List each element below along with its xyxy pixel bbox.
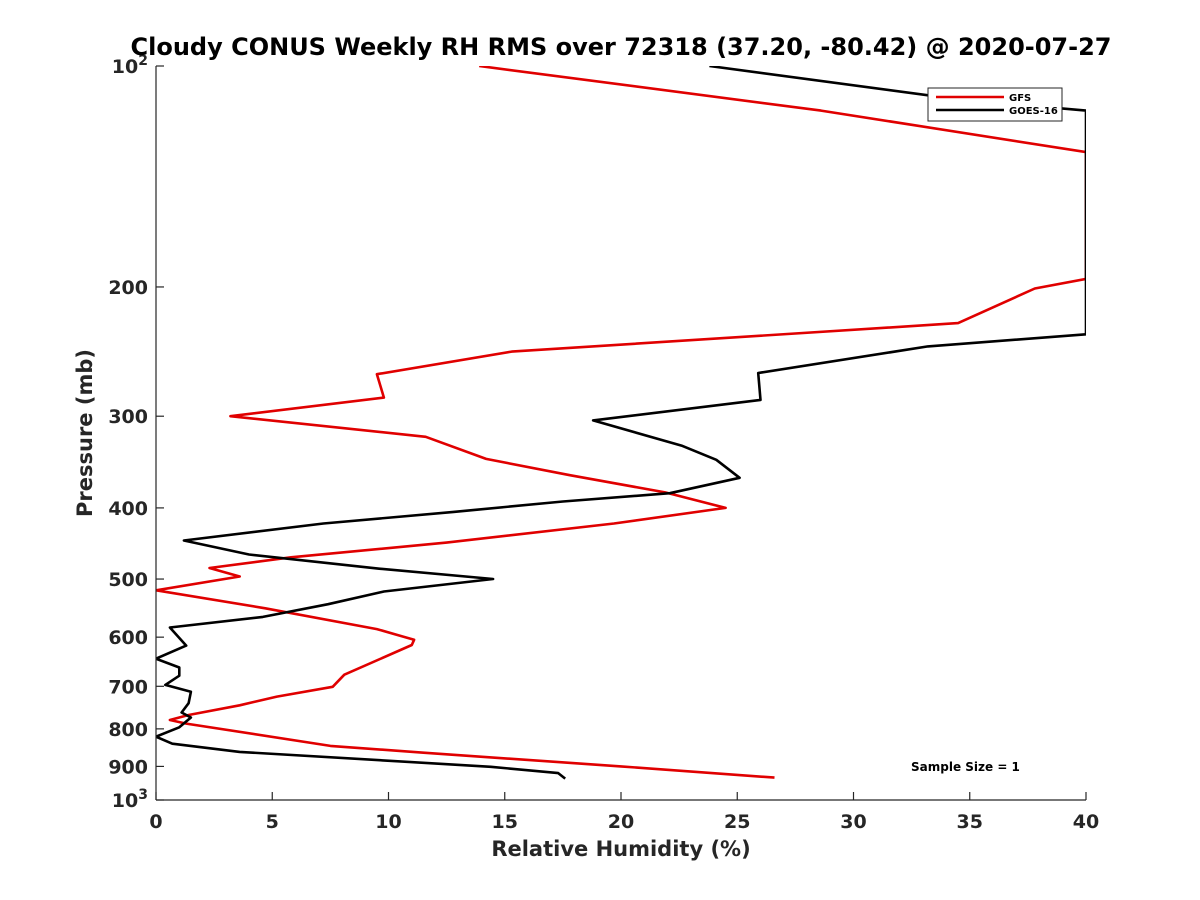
series-line-goes-16	[156, 66, 1086, 780]
x-tick-label: 35	[957, 811, 983, 833]
y-tick-label: 800	[108, 719, 148, 741]
y-tick-label: 102	[112, 53, 148, 78]
x-tick-label: 0	[149, 811, 162, 833]
legend-goes16-label: GOES-16	[1009, 106, 1058, 117]
legend: GFS GOES-16	[927, 87, 1063, 122]
y-ticks: 102 200 300 400 500 600 700 800 900 103	[108, 53, 164, 812]
y-tick-label: 300	[108, 406, 148, 428]
legend-box	[927, 87, 1063, 122]
x-ticks: 0 5 10 15 20 25 30 35 40	[149, 792, 1099, 833]
x-tick-label: 25	[724, 811, 750, 833]
y-tick-label: 700	[108, 676, 148, 698]
x-tick-label: 10	[375, 811, 401, 833]
series-layer	[156, 66, 1086, 780]
y-tick-label: 600	[108, 627, 148, 649]
y-tick-label: 400	[108, 498, 148, 520]
y-tick-label: 200	[108, 277, 148, 299]
x-tick-label: 20	[608, 811, 634, 833]
chart-title: Cloudy CONUS Weekly RH RMS over 72318 (3…	[131, 33, 1112, 61]
y-tick-label: 500	[108, 569, 148, 591]
x-tick-label: 30	[840, 811, 866, 833]
x-tick-label: 5	[266, 811, 279, 833]
y-axis-label: Pressure (mb)	[73, 349, 97, 517]
legend-gfs-label: GFS	[1009, 93, 1031, 104]
y-tick-label: 103	[112, 787, 148, 812]
x-axis-label: Relative Humidity (%)	[491, 837, 750, 861]
x-tick-label: 15	[492, 811, 518, 833]
y-tick-label: 900	[108, 756, 148, 778]
sample-size-annotation: Sample Size = 1	[911, 760, 1020, 774]
x-tick-label: 40	[1073, 811, 1099, 833]
